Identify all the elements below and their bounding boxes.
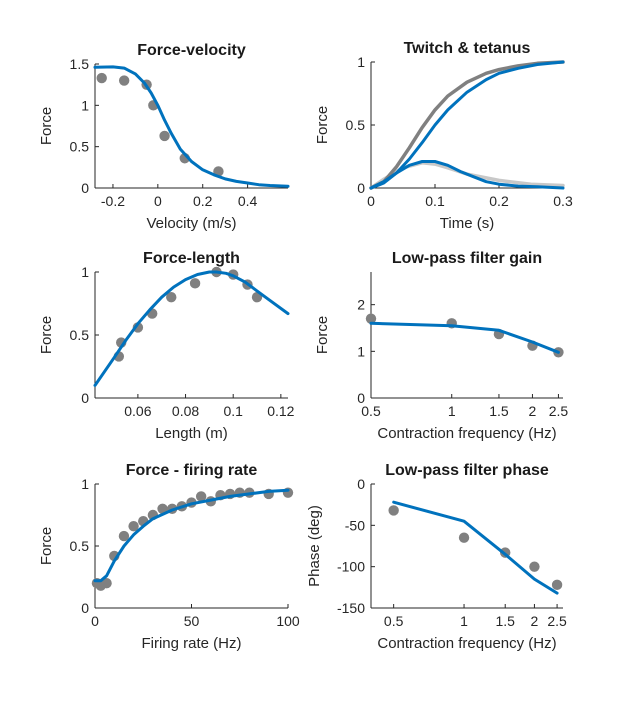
series-line-1 [93, 65, 290, 188]
chart-title: Low-pass filter gain [392, 250, 542, 267]
chart-panel-1: -0.2 0 0.2 0.4 0 0.5 1 1.5 Force-velocity Velocit… [38, 42, 290, 232]
y-tick-label: 0 [81, 390, 89, 406]
y-tick-label: 0.5 [70, 538, 90, 554]
chart-panel-4: 0.5 1 1.5 2 2.5 0 1 2 Low-pass filter gain Contra… [314, 250, 568, 442]
x-tick-label: -0.2 [101, 193, 125, 209]
x-axis-label: Length (m) [155, 425, 228, 442]
data-point [118, 75, 130, 86]
x-tick-label: 0.2 [489, 193, 509, 209]
x-tick-label: 0.5 [361, 403, 381, 419]
x-tick-label: 0.4 [238, 193, 258, 209]
y-axis-label: Force [38, 527, 55, 565]
x-tick-label: 0.1 [223, 403, 243, 419]
data-point [159, 130, 170, 142]
series-line-1 [93, 488, 290, 583]
plot-marks [369, 60, 565, 190]
plot-marks [365, 313, 564, 358]
x-tick-label: 0 [367, 193, 375, 209]
data-point [166, 292, 177, 303]
data-point [365, 313, 377, 324]
series-line-1 [93, 270, 290, 387]
y-tick-label: 1 [81, 476, 89, 492]
data-point [388, 505, 399, 516]
x-axis-label: Time (s) [440, 215, 494, 232]
y-axis-label: Phase (deg) [306, 505, 323, 587]
x-tick-label: 0.5 [384, 613, 404, 629]
data-point [551, 579, 563, 591]
series-line-2 [369, 60, 565, 190]
chart-title: Force - firing rate [126, 462, 258, 479]
data-point [118, 530, 130, 542]
y-tick-label: 0 [357, 390, 365, 406]
y-tick-label: 0.5 [70, 327, 90, 343]
data-point [458, 532, 470, 543]
x-tick-label: 0.1 [425, 193, 445, 209]
x-tick-label: 2 [529, 403, 537, 419]
y-tick-label: 1 [357, 343, 365, 359]
x-tick-label: 0 [91, 613, 99, 629]
chart-title: Twitch & tetanus [404, 40, 531, 57]
x-tick-label: 0.3 [553, 193, 573, 209]
data-point [96, 72, 107, 84]
series-line-1 [392, 500, 559, 595]
chart-panel-6: 0.5 1 1.5 2 2.5 -150 -100 -50 0 Low-pass filter p… [306, 462, 567, 652]
chart-panel-2: 0 0.1 0.2 0.3 0 0.5 1 Twitch & tetanus Time (s) F… [314, 40, 573, 232]
data-point [195, 491, 207, 502]
chart-panel-5: 0 50 100 0 0.5 1 Force - firing rate Firing rat… [38, 462, 300, 652]
x-axis-label: Velocity (m/s) [146, 215, 236, 232]
x-tick-label: 2 [531, 613, 539, 629]
y-tick-label: 0 [357, 476, 365, 492]
y-axis-label: Force [38, 107, 55, 145]
x-axis-label: Contraction frequency (Hz) [377, 635, 556, 652]
y-tick-label: 1.5 [70, 56, 90, 72]
y-axis-label: Force [314, 106, 331, 144]
y-tick-label: 0 [81, 600, 89, 616]
y-tick-label: 1 [357, 54, 365, 70]
x-tick-label: 1.5 [495, 613, 515, 629]
y-tick-label: -100 [337, 559, 365, 575]
plot-marks [388, 500, 563, 595]
chart-title: Force-length [143, 250, 240, 267]
chart-panel-3: 0.06 0.08 0.1 0.12 0 0.5 1 Force-length Length (… [38, 250, 295, 442]
x-tick-label: 0.12 [267, 403, 294, 419]
x-tick-label: 2.5 [549, 403, 569, 419]
chart-title: Force-velocity [137, 42, 246, 59]
y-tick-label: 1 [81, 264, 89, 280]
y-tick-label: 0 [357, 180, 365, 196]
plot-marks [93, 266, 290, 387]
y-tick-label: 0.5 [346, 117, 366, 133]
chart-title: Low-pass filter phase [385, 462, 549, 479]
x-tick-label: 0.08 [172, 403, 199, 419]
x-tick-label: 2.5 [547, 613, 567, 629]
series-line-1 [369, 321, 560, 354]
y-tick-label: -50 [345, 517, 365, 533]
data-point [529, 561, 540, 572]
x-tick-label: 0 [154, 193, 162, 209]
data-point [128, 520, 139, 532]
x-axis-label: Firing rate (Hz) [141, 635, 241, 652]
data-point [101, 578, 112, 589]
x-tick-label: 0.2 [193, 193, 213, 209]
y-tick-label: -150 [337, 600, 365, 616]
series-line-4 [369, 160, 565, 190]
plot-marks [91, 487, 294, 591]
data-point [189, 278, 201, 289]
x-axis-label: Contraction frequency (Hz) [377, 425, 556, 442]
y-axis-label: Force [314, 316, 331, 354]
y-tick-label: 0 [81, 180, 89, 196]
x-tick-label: 50 [184, 613, 200, 629]
y-axis-label: Force [38, 316, 55, 354]
plot-marks [93, 65, 290, 188]
x-tick-label: 0.06 [124, 403, 151, 419]
data-point [157, 503, 168, 514]
x-tick-label: 1.5 [489, 403, 509, 419]
y-tick-label: 1 [81, 97, 89, 113]
y-tick-label: 2 [357, 297, 365, 313]
y-tick-label: 0.5 [70, 139, 90, 155]
x-tick-label: 1 [448, 403, 456, 419]
x-tick-label: 100 [276, 613, 300, 629]
x-tick-label: 1 [460, 613, 468, 629]
